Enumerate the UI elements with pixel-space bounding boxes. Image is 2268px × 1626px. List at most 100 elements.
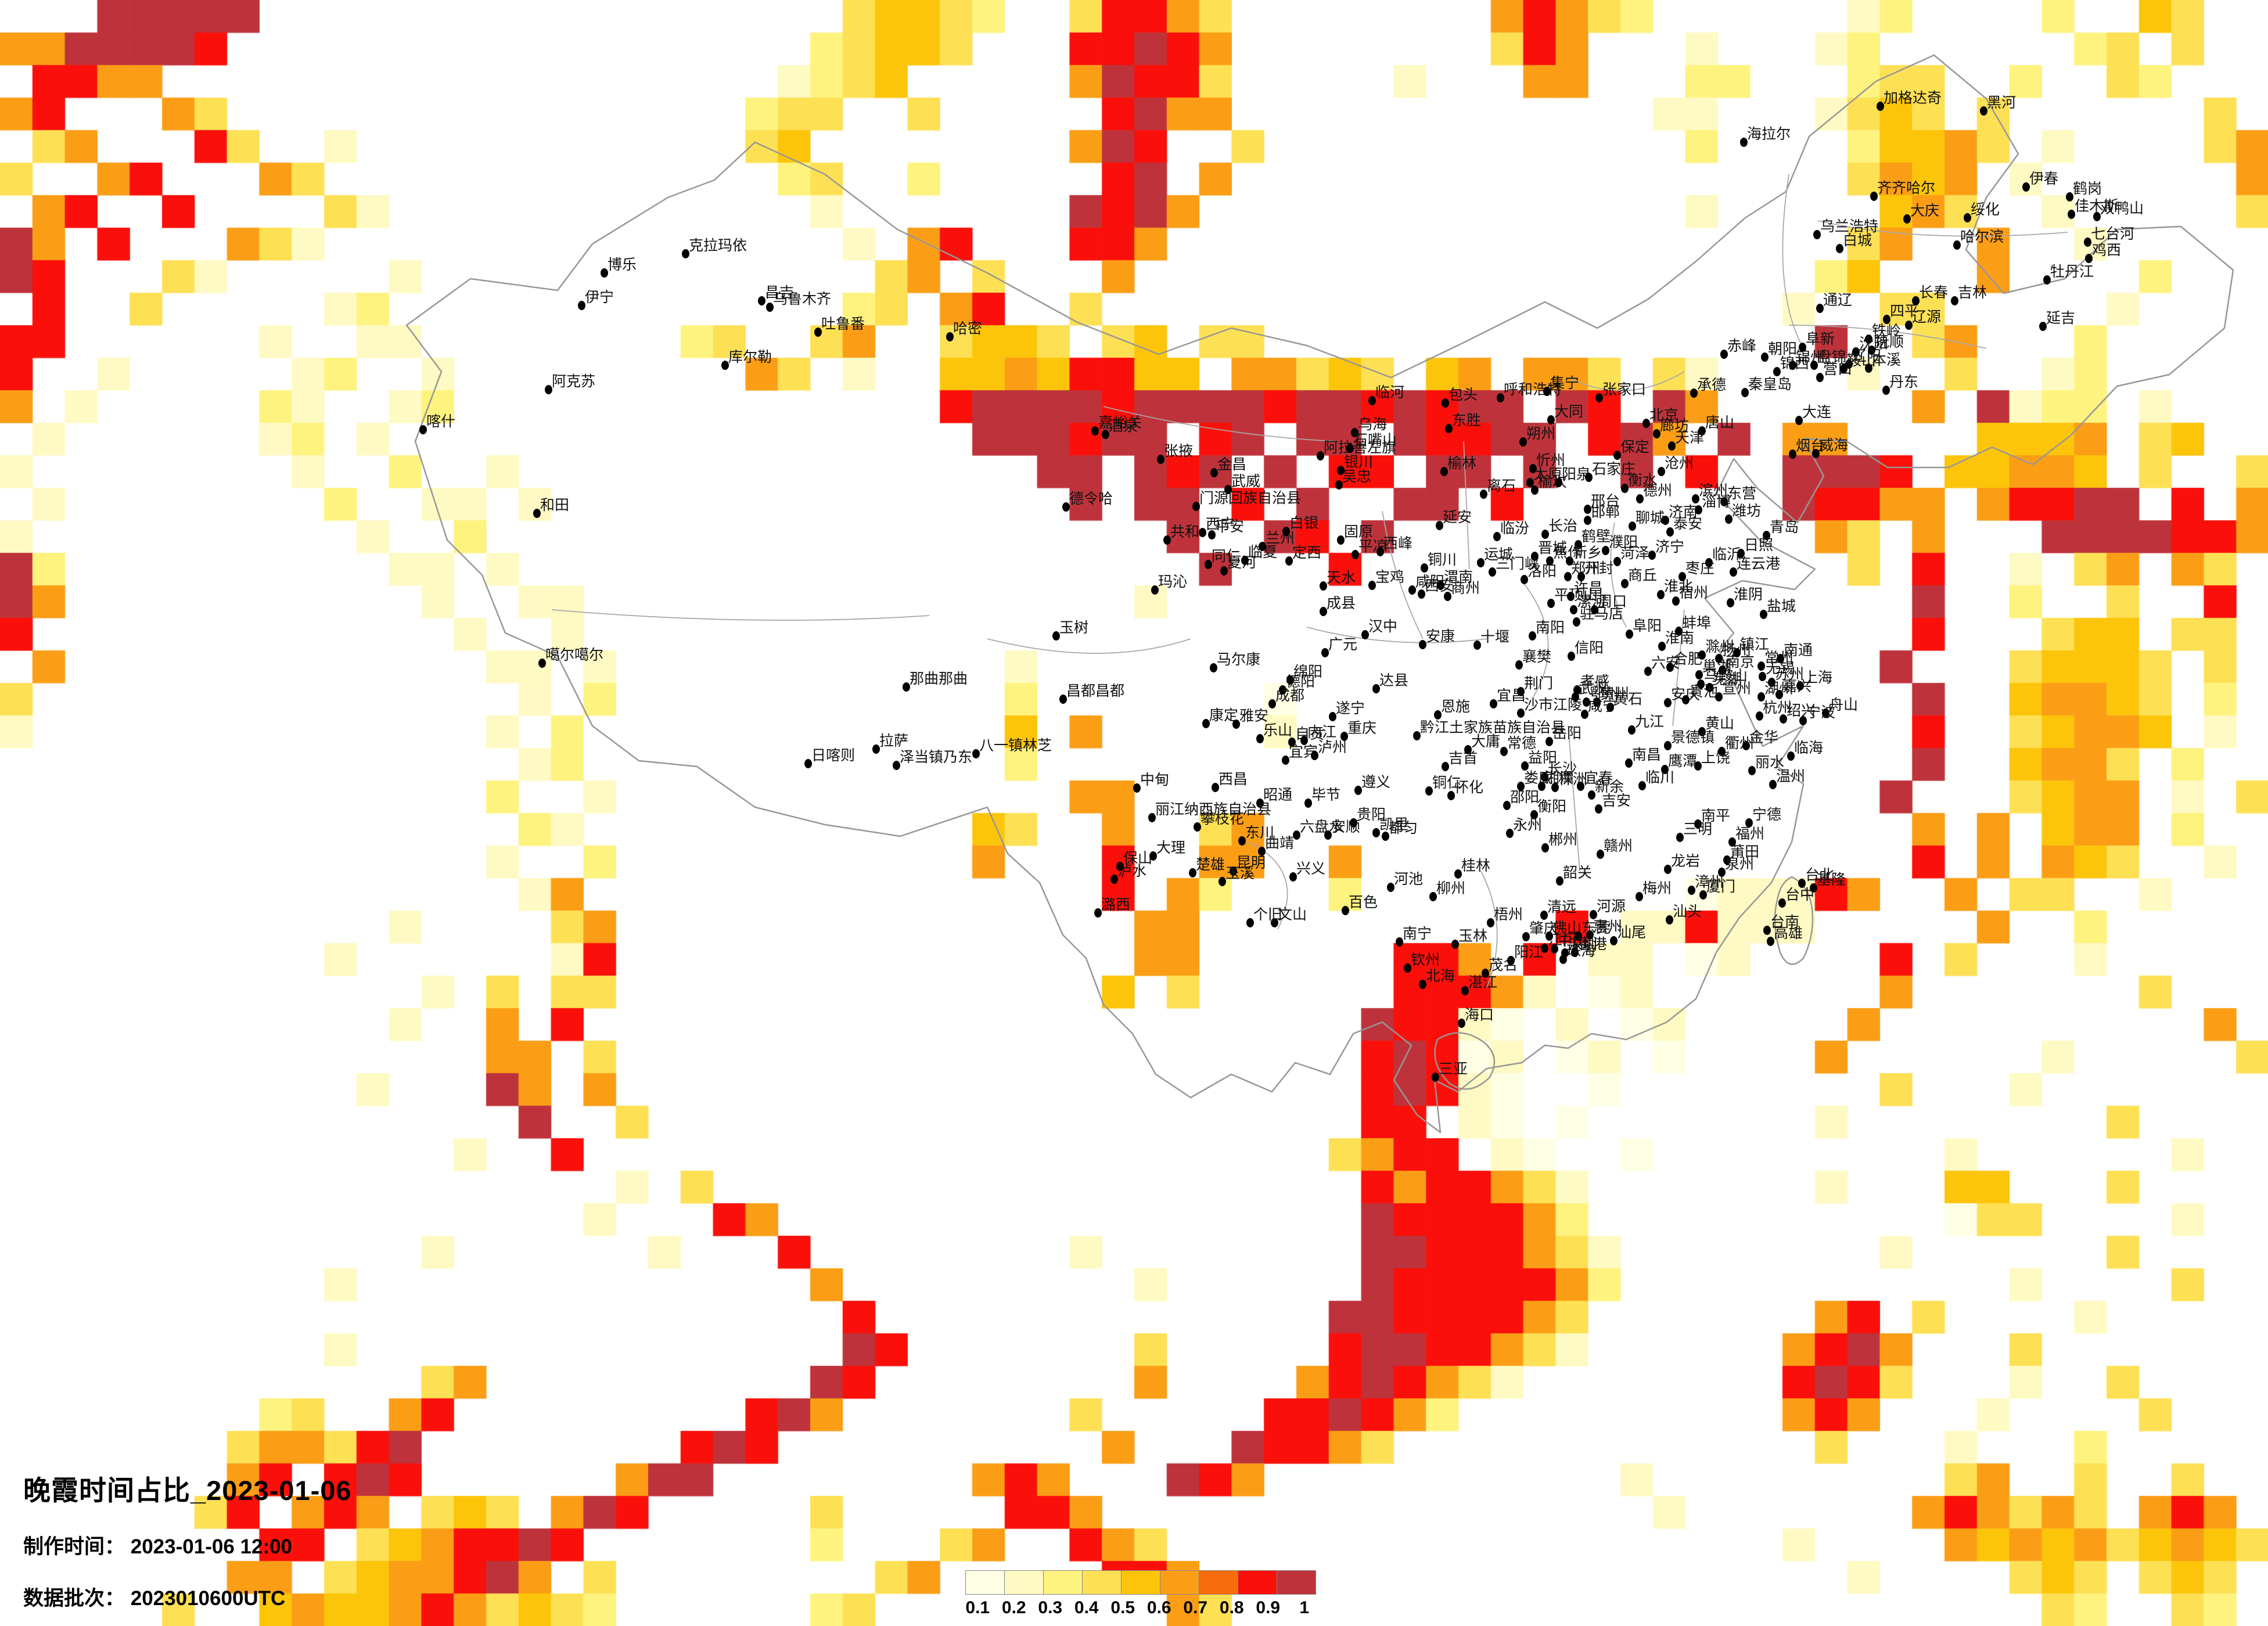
city-label: 舟山 xyxy=(1829,697,1859,713)
city-dot-icon xyxy=(1282,527,1290,536)
city-dot-icon xyxy=(1337,535,1345,545)
city-dot-icon xyxy=(1329,712,1336,721)
city-label: 西峰 xyxy=(1383,535,1413,552)
city-dot-icon xyxy=(1840,364,1848,373)
city-dot-icon xyxy=(1546,556,1554,566)
city-dot-icon xyxy=(1540,911,1548,920)
city-dot-icon xyxy=(1763,531,1770,540)
city-dot-icon xyxy=(972,749,980,758)
city-label: 喀什 xyxy=(426,413,456,430)
city-dot-icon xyxy=(1559,955,1567,964)
city-dot-icon xyxy=(1434,710,1442,720)
city-dot-icon xyxy=(1980,106,1987,116)
city-label: 淄博 xyxy=(1702,494,1731,510)
city-dot-icon xyxy=(1664,865,1672,874)
city-label: 九江 xyxy=(1635,714,1665,730)
production-time-line: 制作时间： 2023-01-06 12:00 xyxy=(23,1530,352,1560)
city-dot-icon xyxy=(1787,751,1795,761)
city-dot-icon xyxy=(1547,599,1555,608)
city-label: 菏泽 xyxy=(1620,545,1650,562)
city-dot-icon xyxy=(1102,430,1109,439)
city-label: 泰安 xyxy=(1673,516,1703,532)
city-label: 牡丹江 xyxy=(2050,264,2094,280)
city-dot-icon xyxy=(1705,558,1713,567)
city-label: 遂宁 xyxy=(1336,700,1365,717)
city-dot-icon xyxy=(1376,547,1384,556)
city-label: 黄石 xyxy=(1613,691,1643,707)
city-dot-icon xyxy=(1745,818,1753,828)
city-dot-icon xyxy=(1664,741,1672,750)
legend-color-swatch xyxy=(1121,1570,1160,1595)
city-dot-icon xyxy=(872,744,880,754)
city-dot-icon xyxy=(1865,334,1872,344)
city-label: 烟台 xyxy=(1796,438,1825,454)
city-label: 赣州 xyxy=(1604,838,1633,854)
city-dot-icon xyxy=(1688,886,1695,895)
city-dot-icon xyxy=(1432,1073,1439,1082)
city-label: 三亚 xyxy=(1439,1061,1468,1077)
city-label: 鹤岗 xyxy=(2073,181,2102,197)
city-label: 铁岭 xyxy=(1872,323,1902,339)
city-label: 凯里 xyxy=(1379,816,1409,833)
city-label: 德州 xyxy=(1643,483,1673,499)
data-batch-value: 2023010600UTC xyxy=(130,1587,286,1610)
city-label: 东营 xyxy=(1727,485,1757,502)
city-label: 海口 xyxy=(1465,1007,1494,1023)
city-dot-icon xyxy=(1720,350,1728,359)
city-label: 韶关 xyxy=(1563,865,1593,881)
city-dot-icon xyxy=(1682,695,1690,704)
city-dot-icon xyxy=(1541,843,1549,852)
city-label: 日照 xyxy=(1744,537,1774,553)
city-dot-icon xyxy=(1636,494,1644,503)
city-label: 杭州 xyxy=(1763,700,1792,716)
city-dot-icon xyxy=(766,303,774,312)
city-dot-icon xyxy=(1789,449,1796,459)
city-dot-icon xyxy=(1506,829,1514,838)
city-dot-icon xyxy=(1149,851,1157,861)
city-dot-icon xyxy=(1694,819,1702,829)
city-dot-icon xyxy=(1382,832,1389,841)
city-dot-icon xyxy=(419,425,427,434)
city-label: 榆林 xyxy=(1447,455,1477,472)
city-label: 大连 xyxy=(1802,404,1832,420)
city-label: 连云港 xyxy=(1737,556,1781,572)
city-dot-icon xyxy=(1773,367,1781,376)
city-label: 阿克苏 xyxy=(552,373,596,390)
city-dot-icon xyxy=(1342,906,1349,915)
city-dot-icon xyxy=(1586,930,1594,940)
city-label: 毕节 xyxy=(1311,787,1341,803)
city-dot-icon xyxy=(1606,703,1614,712)
city-label: 库尔勒 xyxy=(728,349,772,365)
city-dot-icon xyxy=(1519,437,1527,447)
city-dot-icon xyxy=(1964,213,1971,222)
city-label: 汉中 xyxy=(1368,618,1398,635)
city-dot-icon xyxy=(1692,494,1699,503)
legend-tick-label: 0.9 xyxy=(1256,1598,1281,1617)
city-dot-icon xyxy=(1526,478,1534,487)
city-label: 惠州 xyxy=(1593,919,1623,935)
city-label: 珠海 xyxy=(1566,943,1596,959)
city-label: 昌吉 xyxy=(765,285,795,301)
city-label: 三明 xyxy=(1683,821,1713,837)
city-label: 朔州 xyxy=(1526,426,1556,442)
city-label: 玉树 xyxy=(1059,620,1089,636)
city-label: 成都 xyxy=(1275,688,1305,704)
city-dot-icon xyxy=(1189,868,1196,877)
city-dot-icon xyxy=(1759,672,1766,681)
city-label: 玛沁 xyxy=(1158,574,1188,590)
city-dot-icon xyxy=(1458,1019,1465,1028)
city-label: 恩施 xyxy=(1441,699,1471,715)
city-dot-icon xyxy=(1482,969,1489,978)
city-label: 内江 xyxy=(1307,724,1337,740)
city-label: 日喀则 xyxy=(811,747,856,764)
city-dot-icon xyxy=(1337,466,1345,475)
city-dot-icon xyxy=(1293,830,1300,840)
city-dot-icon xyxy=(1480,490,1487,499)
city-label: 西宁 xyxy=(1206,516,1235,533)
city-label: 离石 xyxy=(1487,478,1516,494)
city-dot-icon xyxy=(1320,607,1327,616)
city-dot-icon xyxy=(1715,654,1723,663)
city-dot-icon xyxy=(1584,505,1591,514)
city-label: 平安 xyxy=(1215,519,1245,535)
city-dot-icon xyxy=(1577,782,1584,791)
